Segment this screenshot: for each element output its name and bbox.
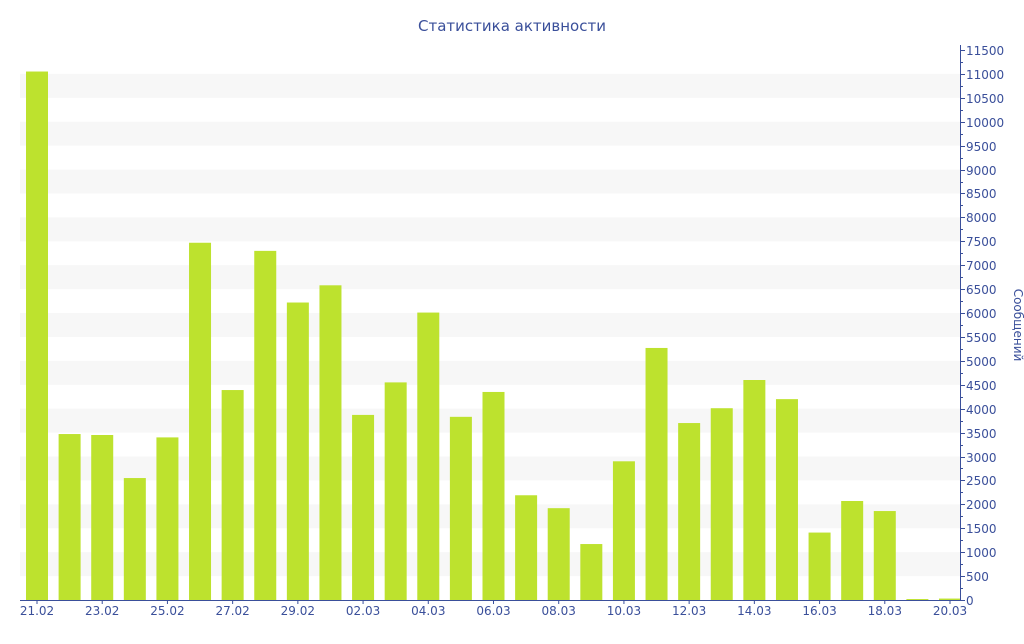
y-tick-label: 4500 — [966, 379, 997, 393]
x-tick-label: 02.03 — [346, 604, 380, 618]
grid-band — [20, 121, 960, 146]
y-tick-label: 5500 — [966, 331, 997, 345]
bar-09.03: 09.03: 1170 — [580, 544, 603, 600]
y-tick-label: 8000 — [966, 211, 997, 225]
bar-24.02: 24.02: 2550 — [123, 478, 146, 600]
y-tick-label: 9000 — [966, 164, 997, 178]
y-tick-label: 3500 — [966, 427, 997, 441]
bar-03.03: 03.03: 4550 — [384, 382, 407, 600]
bar-12.03: 12.03: 3700 — [678, 423, 701, 600]
x-tick-label: 14.03 — [737, 604, 771, 618]
y-tick-label: 6000 — [966, 307, 997, 321]
grid-band — [20, 265, 960, 290]
bar-13.03: 13.03: 4010 — [710, 408, 733, 600]
y-tick-label: 2000 — [966, 498, 997, 512]
grid-band — [20, 169, 960, 194]
y-tick-label: 0 — [966, 594, 974, 608]
bar-25.02: 25.02: 3400 — [156, 437, 179, 600]
bar-10.03: 10.03: 2900 — [612, 461, 635, 600]
bar-02.03: 02.03: 3870 — [352, 414, 375, 600]
y-tick-label: 10500 — [966, 92, 1004, 106]
grid-band — [20, 217, 960, 242]
y-tick-label: 11500 — [966, 44, 1004, 58]
bar-16.03: 16.03: 1410 — [808, 532, 831, 600]
x-tick-label: 18.03 — [868, 604, 902, 618]
y-tick-label: 5000 — [966, 355, 997, 369]
bar-14.03: 14.03: 4600 — [743, 380, 766, 600]
y-tick-label: 6500 — [966, 283, 997, 297]
bar-19.03: 19.03: 20 — [906, 599, 929, 601]
x-tick-label: 12.03 — [672, 604, 706, 618]
y-tick-label: 1000 — [966, 546, 997, 560]
bar-23.02: 23.02: 3450 — [91, 435, 114, 600]
x-tick-label: 23.02 — [85, 604, 119, 618]
bar-05.03: 05.03: 3830 — [449, 416, 472, 600]
y-tick-label: 2500 — [966, 474, 997, 488]
bar-07.03: 07.03: 2190 — [515, 495, 538, 600]
x-tick-label: 10.03 — [607, 604, 641, 618]
bar-17.03: 17.03: 2070 — [841, 501, 864, 600]
x-tick-label: 29.02 — [281, 604, 315, 618]
bar-26.02: 26.02: 7470 — [189, 242, 212, 600]
x-tick-label: 08.03 — [542, 604, 576, 618]
y-tick-label: 10000 — [966, 116, 1004, 130]
x-tick-label: 06.03 — [476, 604, 510, 618]
y-tick-label: 11000 — [966, 68, 1004, 82]
y-tick-label: 4000 — [966, 403, 997, 417]
y-tick-label: 8500 — [966, 187, 997, 201]
bar-06.03: 06.03: 4350 — [482, 391, 505, 600]
bar-08.03: 08.03: 1920 — [547, 508, 570, 600]
y-tick-label: 500 — [966, 570, 989, 584]
bar-18.03: 18.03: 1860 — [873, 511, 896, 600]
bar-20.03: 20.03: 30 — [939, 598, 961, 600]
grid-band — [20, 360, 960, 385]
bar-15.03: 15.03: 4200 — [775, 399, 798, 600]
x-tick-label: 20.03 — [933, 604, 967, 618]
x-tick-label: 04.03 — [411, 604, 445, 618]
bar-01.03: 01.03: 6580 — [319, 285, 342, 600]
y-tick-label: 9500 — [966, 140, 997, 154]
chart-title: Статистика активности — [418, 17, 606, 35]
bar-04.03: 04.03: 6010 — [417, 312, 440, 600]
bar-28.02: 28.02: 7300 — [254, 250, 277, 600]
grid-band — [20, 313, 960, 337]
y-tick-label: 3000 — [966, 451, 997, 465]
y-axis-label: Сообщений — [1011, 289, 1024, 362]
x-tick-label: 25.02 — [150, 604, 184, 618]
y-tick-label: 7000 — [966, 259, 997, 273]
y-tick-label: 7500 — [966, 235, 997, 249]
x-tick-label: 16.03 — [802, 604, 836, 618]
bar-27.02: 27.02: 4390 — [221, 390, 244, 600]
bar-21.02: 21.02: 11050 — [26, 71, 48, 601]
bar-22.02: 22.02: 3470 — [58, 434, 81, 600]
x-tick-label: 21.02 — [20, 604, 54, 618]
bar-29.02: 29.02: 6220 — [286, 302, 309, 600]
bar-11.03: 11.03: 5270 — [645, 347, 668, 600]
grid-band — [20, 73, 960, 98]
x-tick-label: 27.02 — [215, 604, 249, 618]
y-tick-label: 1500 — [966, 522, 997, 536]
